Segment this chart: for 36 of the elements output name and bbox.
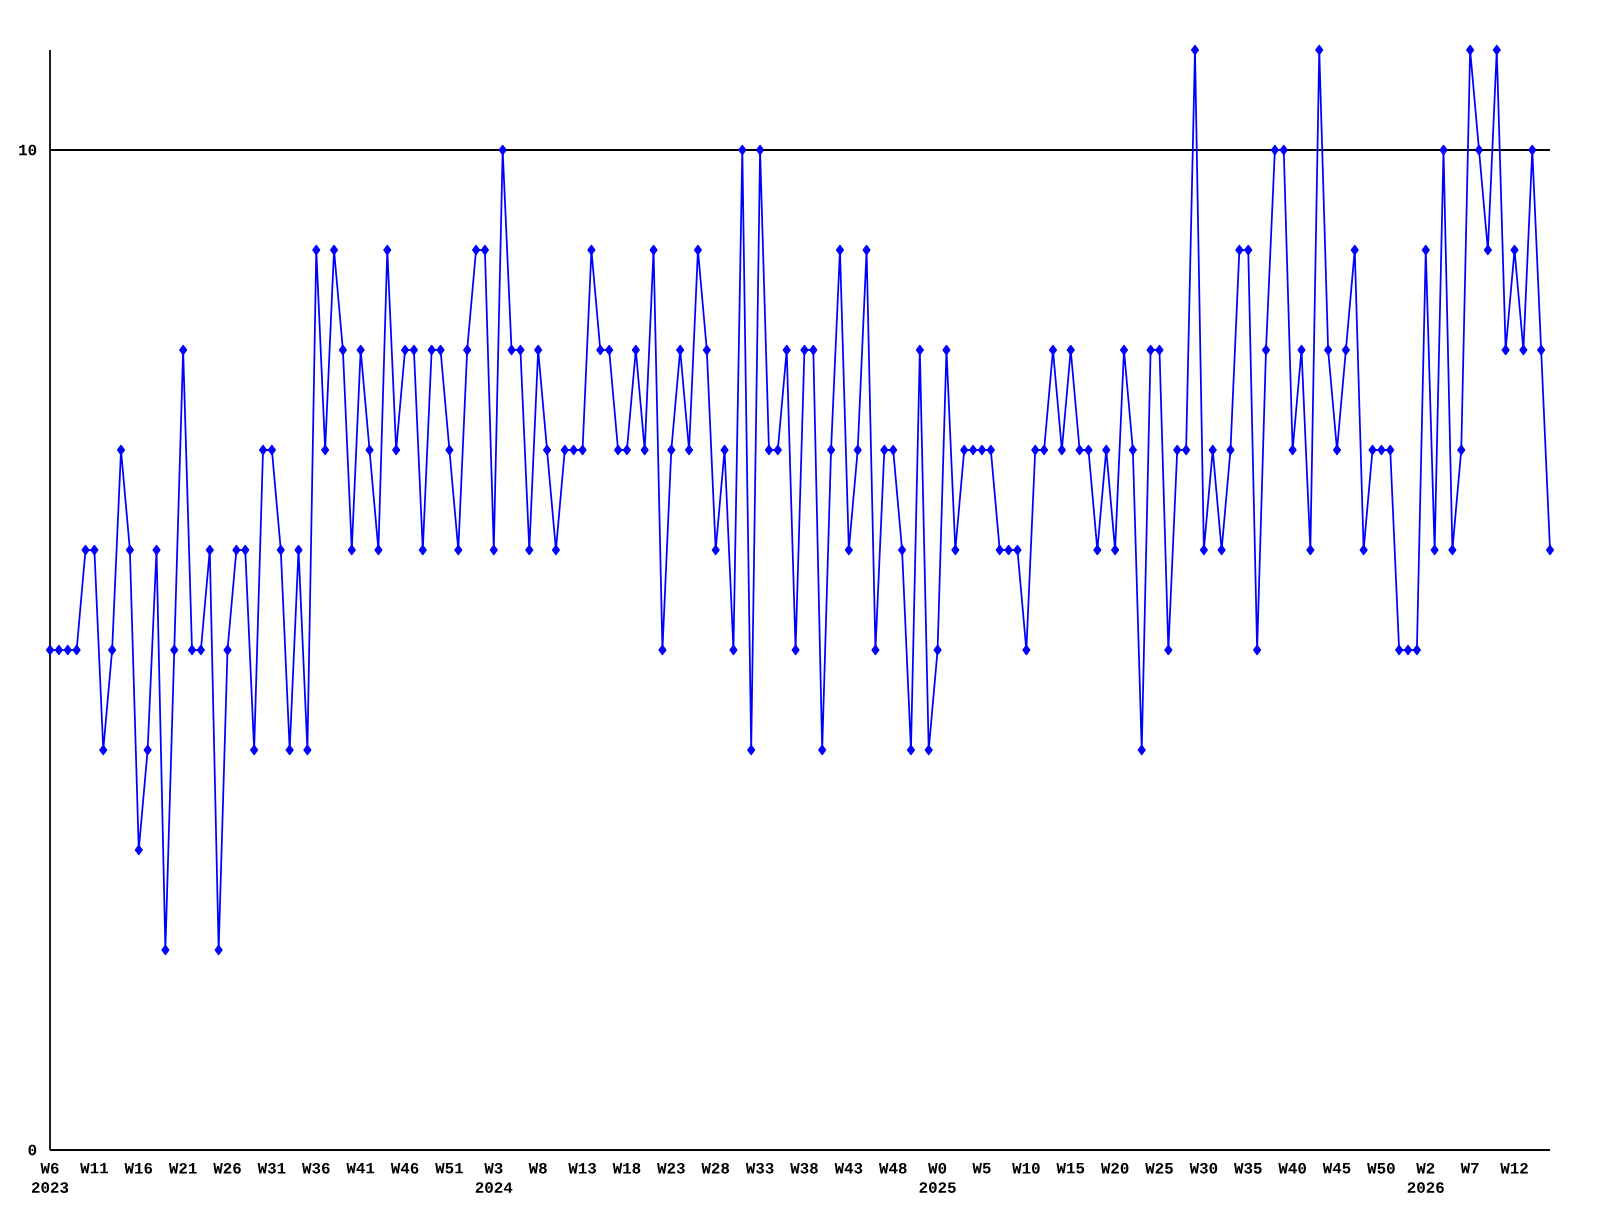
y-tick-label: 0 xyxy=(28,1144,37,1156)
x-tick-label: W43 xyxy=(834,1163,863,1174)
x-tick-label: W16 xyxy=(124,1163,153,1174)
x-tick-label: W31 xyxy=(257,1163,286,1174)
x-tick-label: W50 xyxy=(1367,1163,1395,1174)
x-tick-label: W21 xyxy=(168,1163,197,1174)
x-tick-label: W51 xyxy=(435,1163,463,1174)
x-tick-label: W46 xyxy=(390,1163,419,1174)
x-tick-label: W48 xyxy=(878,1163,907,1174)
x-tick-label: W10 xyxy=(1012,1163,1040,1174)
x-tick-label: W28 xyxy=(701,1163,730,1174)
y-tick-label: 10 xyxy=(19,144,37,156)
x-tick-label: W12 xyxy=(1500,1163,1528,1174)
x-tick-label: W45 xyxy=(1322,1163,1351,1174)
x-tick-label: W5 xyxy=(972,1163,991,1174)
x-tick-label: W13 xyxy=(568,1163,597,1174)
x-tick-label: W6 2023 xyxy=(31,1163,69,1194)
x-tick-label: W23 xyxy=(657,1163,685,1174)
x-tick-label: W20 xyxy=(1100,1163,1129,1174)
x-tick-label: W15 xyxy=(1056,1163,1085,1174)
x-tick-label: W2 2026 xyxy=(1407,1163,1444,1194)
x-tick-label: W8 xyxy=(528,1163,547,1174)
x-tick-label: W40 xyxy=(1278,1163,1306,1174)
x-tick-label: W3 2024 xyxy=(475,1163,513,1194)
x-tick-label: W36 xyxy=(302,1163,330,1174)
x-tick-label: W35 xyxy=(1234,1163,1262,1174)
x-tick-label: W30 xyxy=(1189,1163,1218,1174)
x-tick-label: W41 xyxy=(346,1163,375,1174)
x-tick-label: W18 xyxy=(612,1163,641,1174)
x-tick-label: W11 xyxy=(80,1163,108,1174)
x-tick-label: W33 xyxy=(745,1163,774,1174)
x-tick-label: W25 xyxy=(1145,1163,1173,1174)
x-tick-label: W7 xyxy=(1460,1163,1479,1174)
x-tick-label: W26 xyxy=(213,1163,241,1174)
x-tick-label: W38 xyxy=(790,1163,818,1174)
x-tick-label: W0 2025 xyxy=(919,1163,956,1194)
